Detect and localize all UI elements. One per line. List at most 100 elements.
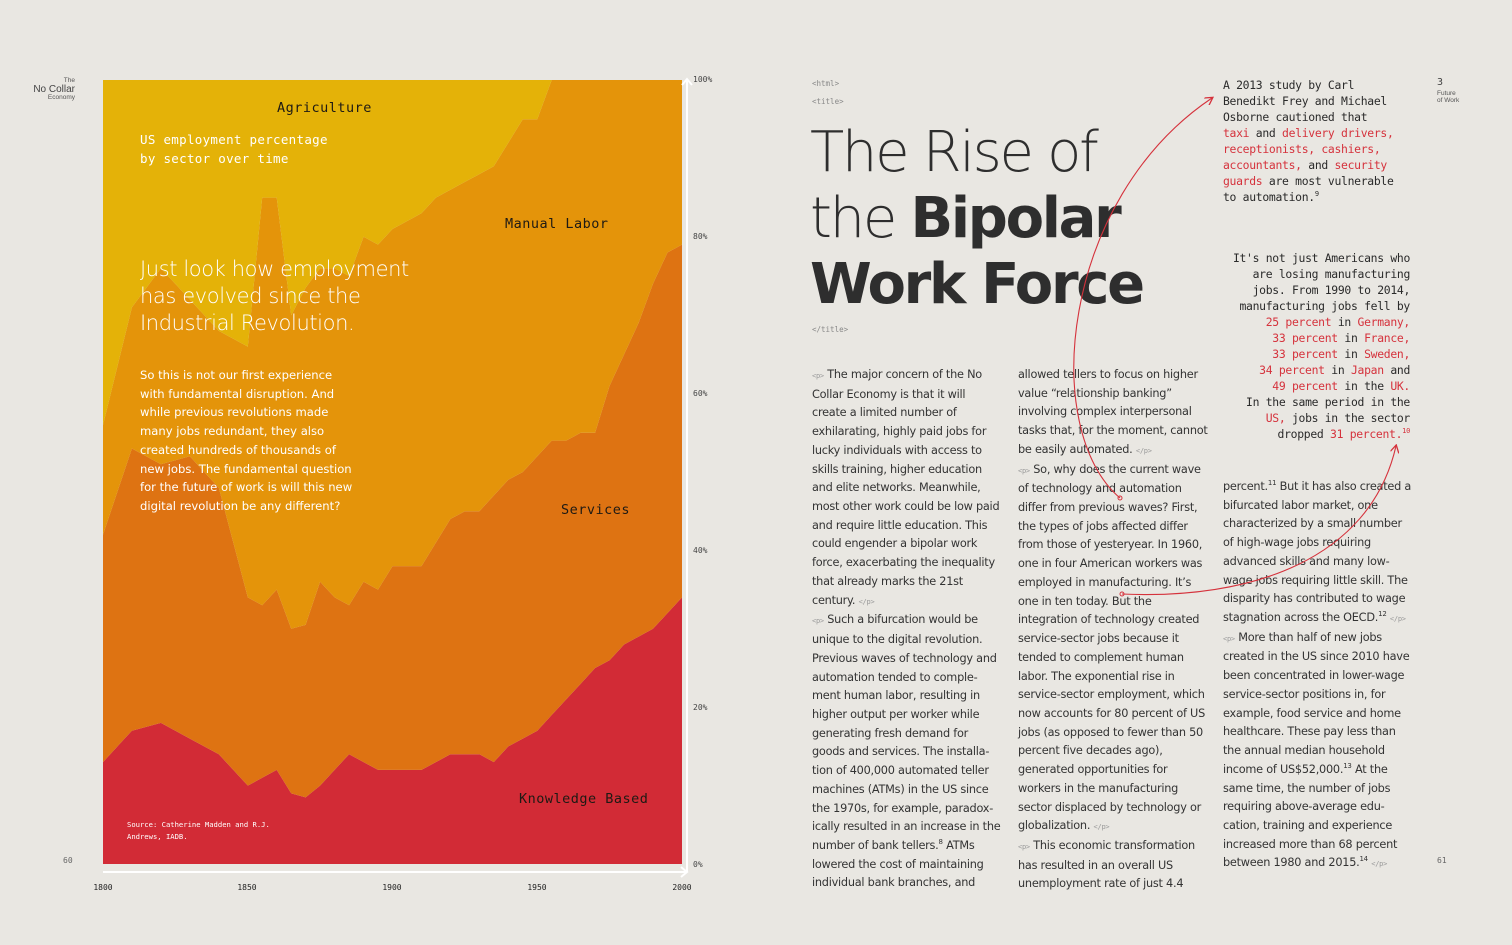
- note-text: in: [1331, 315, 1358, 329]
- highlight: accountants,: [1223, 158, 1302, 172]
- paragraph-text: But it has also created a bifurcated lab…: [1223, 480, 1412, 625]
- highlight: taxi: [1223, 126, 1250, 140]
- highlight: 31 percent.: [1330, 427, 1403, 441]
- section-label: Future of Work: [1437, 90, 1477, 104]
- p-open-tag: <p>: [1223, 634, 1235, 643]
- folio-left: 60: [63, 856, 73, 865]
- paragraph-text: ATMs lowered the cost of maintaining ind…: [812, 838, 984, 890]
- highlight: delivery drivers,: [1282, 126, 1394, 140]
- highlight: Sweden,: [1364, 347, 1410, 361]
- body-column-3: percent.11 But it has also created a bif…: [1223, 478, 1413, 874]
- y-tick-0: 0%: [693, 860, 703, 869]
- note-line: A 2013 study by Carl: [1223, 78, 1355, 92]
- section-label-2: of Work: [1437, 96, 1460, 104]
- note-line: receptionists, cashiers,: [1223, 141, 1423, 157]
- note-line: US, jobs in the sector: [1180, 410, 1411, 426]
- y-tick-60: 60%: [693, 389, 708, 398]
- note-line: 33 percent in Sweden,: [1180, 346, 1410, 362]
- highlight: 49 percent: [1272, 379, 1338, 393]
- section-label-1: Future: [1437, 90, 1456, 97]
- highlight: 33 percent: [1272, 347, 1338, 361]
- highlight: Germany,: [1357, 315, 1411, 329]
- p-close-tag: </p>: [1389, 615, 1406, 624]
- note-line: manufacturing jobs fell by: [1239, 299, 1410, 313]
- note-line: guards are most vulnerable: [1223, 173, 1423, 189]
- series-label-knowledge-based: Knowledge Based: [519, 791, 649, 807]
- area-knowledge-based: [103, 597, 682, 864]
- paragraph-text: The major concern of the No Collar Econo…: [812, 368, 1000, 607]
- x-tick-1850: 1850: [237, 883, 257, 892]
- p-close-tag: </p>: [1135, 446, 1152, 455]
- title-line-1: The Rise of: [810, 120, 1099, 185]
- note-text: dropped: [1277, 427, 1331, 441]
- paragraph-text: Such a bifurcation would be unique to th…: [812, 613, 1001, 852]
- paragraph-text: This economic transformation has resulte…: [1018, 838, 1195, 891]
- note-line: are losing manufacturing: [1252, 267, 1411, 281]
- note-text: and: [1383, 363, 1410, 377]
- footnote-ref: 13: [1343, 762, 1352, 771]
- note-text: are most vulnerable: [1262, 174, 1394, 188]
- p-close-tag: </p>: [858, 597, 875, 606]
- chart-lead-text: Just look how employment has evolved sin…: [140, 257, 409, 335]
- note-text: in: [1337, 331, 1365, 345]
- paragraph: percent.11 But it has also created a bif…: [1223, 478, 1413, 629]
- paragraph-text: At the same time, the number of jobs req…: [1223, 762, 1398, 870]
- highlight: US,: [1265, 411, 1286, 425]
- p-open-tag: <p>: [1018, 466, 1030, 475]
- paragraph: <p> So, why does the current wave of tec…: [1018, 461, 1208, 837]
- note-text: and: [1249, 126, 1283, 140]
- paragraph: <p> This economic transformation has res…: [1018, 837, 1208, 894]
- folio-right: 61: [1437, 856, 1447, 865]
- section-marker: 3 Future of Work: [1437, 78, 1477, 104]
- paragraph-text: More than half of new jobs created in th…: [1223, 630, 1410, 776]
- y-tick-40: 40%: [693, 546, 708, 555]
- title-open-tag: <title>: [812, 97, 844, 106]
- html-open-tag: <html>: [812, 79, 840, 88]
- note-line: jobs. From 1990 to 2014,: [1252, 283, 1411, 297]
- note-text: in: [1337, 347, 1365, 361]
- series-label-services: Services: [561, 502, 631, 518]
- x-tick-1800: 1800: [93, 883, 113, 892]
- arrow-to-manufacturing-note: [1121, 446, 1396, 596]
- title-line-2-bold: Bipolar: [910, 186, 1122, 251]
- body-column-2: allowed tellers to focus on higher value…: [1018, 366, 1208, 894]
- note-line: 49 percent in the UK.: [1180, 378, 1410, 394]
- arrow-to-frey-note: [1073, 98, 1212, 499]
- note-line: Osborne cautioned that: [1223, 110, 1368, 124]
- sidenote-frey-osborne: A 2013 study by Carl Benedikt Frey and M…: [1223, 77, 1423, 205]
- page-title: The Rise of the Bipolar Work Force: [810, 120, 1190, 318]
- p-close-tag: </p>: [1371, 860, 1388, 869]
- x-tick-1950: 1950: [527, 883, 547, 892]
- note-line: 34 percent in Japan and: [1180, 362, 1410, 378]
- y-tick-80: 80%: [693, 232, 708, 241]
- highlight: guards: [1223, 174, 1263, 188]
- footnote-ref: 9: [1314, 190, 1319, 199]
- note-line: dropped 31 percent.10: [1180, 426, 1411, 442]
- series-label-agriculture: Agriculture: [277, 100, 372, 116]
- running-head-bottom: Economy: [47, 94, 75, 102]
- highlight: 34 percent: [1259, 363, 1325, 377]
- note-text: jobs in the sector: [1285, 411, 1410, 425]
- highlight: UK.: [1390, 379, 1410, 393]
- y-axis-arrowhead: [681, 77, 693, 86]
- highlight: 33 percent: [1272, 331, 1338, 345]
- series-label-manual-labor: Manual Labor: [505, 216, 609, 232]
- p-open-tag: <p>: [812, 617, 824, 626]
- y-tick-20: 20%: [693, 703, 708, 712]
- p-close-tag: </p>: [1093, 823, 1110, 832]
- p-open-tag: <p>: [1018, 842, 1030, 851]
- footnote-ref: 10: [1402, 427, 1410, 436]
- highlight: 25 percent: [1265, 315, 1332, 329]
- paragraph: allowed tellers to focus on higher value…: [1018, 366, 1208, 461]
- note-text: and: [1301, 158, 1335, 172]
- arrow-origin-dot: [1119, 591, 1125, 597]
- section-number: 3: [1437, 77, 1444, 88]
- paragraph: <p> More than half of new jobs created i…: [1223, 629, 1413, 874]
- footnote-ref: 14: [1359, 855, 1368, 864]
- paragraph-text: percent.: [1223, 480, 1268, 493]
- highlight: security: [1334, 158, 1388, 172]
- chart-body-text: So this is not our first experience with…: [140, 368, 353, 513]
- arrow-origin-dot: [1117, 495, 1123, 501]
- highlight: France,: [1364, 331, 1410, 345]
- area-agriculture: [103, 80, 682, 425]
